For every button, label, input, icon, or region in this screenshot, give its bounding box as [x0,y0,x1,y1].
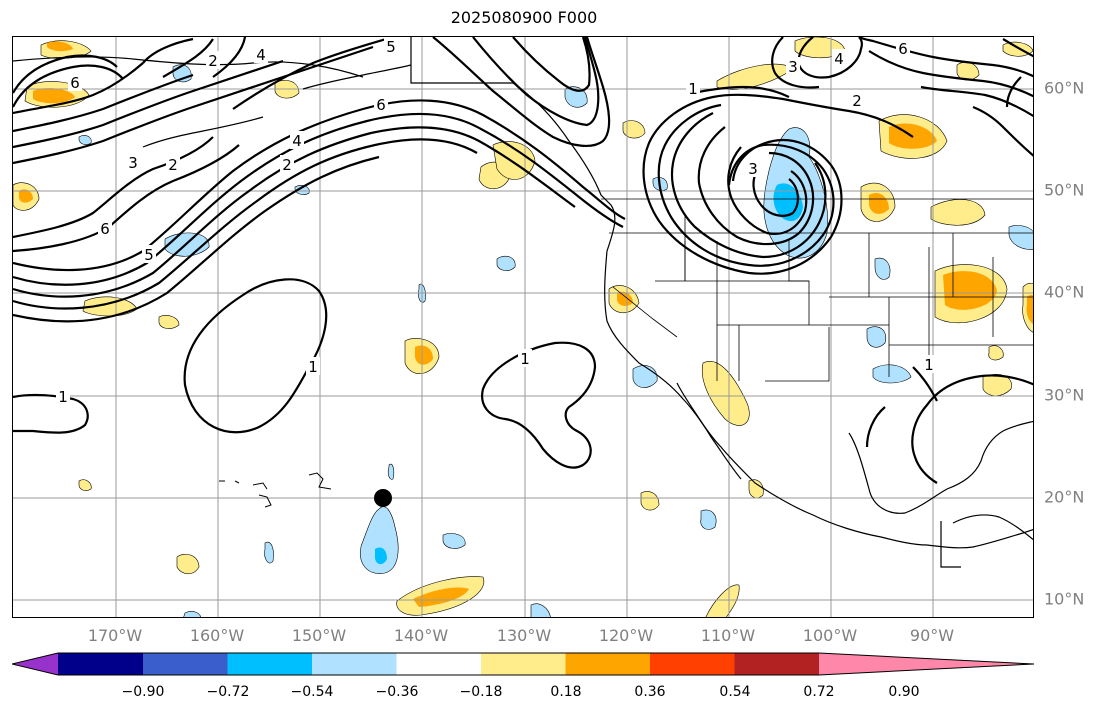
contour-label-bg [290,131,304,149]
lon-label-110w: 110°W [700,626,756,645]
lon-label-90w: 90°W [909,626,955,645]
contour-label: 6 [70,74,80,92]
lat-label-60n: 60°N [1044,78,1085,98]
contour-label-bg [254,45,268,63]
contour-label: 3 [748,160,758,178]
contour-label: 4 [256,46,266,64]
contour-label: 3 [128,154,138,172]
contour-label: 1 [688,80,698,98]
colorbar-segment [565,653,651,675]
map-panel: 1 1 1 1 1 2 2 2 2 3 3 3 4 4 4 5 5 6 6 6 6 [12,36,1034,618]
contour-label-bg [746,159,760,177]
hawaiian-islands [219,472,332,508]
contour-label: 5 [386,38,396,56]
colorbar-segment [396,653,482,675]
colorbar-segment [650,653,735,675]
colorbar-tick: 0.18 [550,684,582,700]
contour-label-bg [126,153,140,171]
colorbar-segment [481,653,566,675]
contour-label: 6 [376,96,386,114]
colorbar-tick: 0.54 [719,684,751,700]
lat-lon-grid [13,37,1033,617]
contour-label: 4 [834,50,844,68]
contour-label-bg [206,51,220,69]
contour-label-bg [56,387,70,405]
colorbar-segment [734,653,820,675]
contour-label-bg [306,357,320,375]
colorbar-tick: −0.90 [121,684,165,700]
contour-label: 2 [282,156,292,174]
lat-label-10n: 10°N [1044,589,1085,609]
colorbar-outline [12,652,1035,676]
lon-label-100w: 100°W [802,626,858,645]
shaded-anomalies [13,37,1033,617]
contour-label-bg [686,79,700,97]
contour-label-bg [98,219,112,237]
colorbar-extend-high [819,653,1034,675]
contour-label-bg [142,245,156,263]
contour-label-bg [68,73,82,91]
lat-label-50n: 50°N [1044,180,1085,200]
colorbar [12,652,1035,676]
contour-label: 1 [520,350,530,368]
lon-label-170w: 170°W [87,626,143,645]
contour-label-bg [374,95,388,113]
contour-label: 1 [308,358,318,376]
contour-labels: 1 1 1 1 1 2 2 2 2 3 3 3 4 4 4 5 5 6 6 6 6 [56,37,936,406]
contour-label-bg [518,349,532,367]
colorbar-tick: 0.36 [634,684,666,700]
lat-label-30n: 30°N [1044,385,1085,405]
lat-label-20n: 20°N [1044,487,1085,507]
contour-label-bg [166,155,180,173]
contour-label-bg [922,355,936,373]
contour-label: 1 [58,388,68,406]
contour-label-bg [280,155,294,173]
colorbar-segment [227,653,313,675]
colorbar-tick: 0.90 [888,684,920,700]
contour-label: 6 [100,220,110,238]
contour-label: 1 [924,356,934,374]
storm-center-marker [374,489,392,507]
contour-label-bg [850,91,864,109]
colorbar-segment [143,653,228,675]
colorbar-segment [58,653,143,675]
contour-label: 2 [852,92,862,110]
contour-label: 2 [168,156,178,174]
lon-label-140w: 140°W [393,626,449,645]
contour-label-bg [832,49,846,67]
colorbar-tick: −0.72 [206,684,250,700]
contour-label-bg [896,39,910,57]
colorbar-tick: −0.36 [375,684,419,700]
colorbar-tick: −0.54 [290,684,334,700]
colorbar-tick: −0.18 [459,684,503,700]
contour-label: 5 [144,246,154,264]
map-title: 2025080900 F000 [450,8,598,27]
contour-label: 2 [208,52,218,70]
lon-label-130w: 130°W [496,626,552,645]
weather-map: 1 1 1 1 1 2 2 2 2 3 3 3 4 4 4 5 5 6 6 6 6 [13,37,1033,617]
contour-label: 3 [788,58,798,76]
lon-label-120w: 120°W [598,626,654,645]
contour-label-bg [384,37,398,55]
colorbar-tick: 0.72 [803,684,835,700]
contour-label-bg [786,57,800,75]
lon-label-150w: 150°W [291,626,347,645]
lon-label-160w: 160°W [189,626,245,645]
colorbar-extend-low [12,653,58,675]
contour-label: 4 [292,132,302,150]
contour-label: 6 [898,40,908,58]
colorbar-segment [312,653,397,675]
lat-label-40n: 40°N [1044,282,1085,302]
